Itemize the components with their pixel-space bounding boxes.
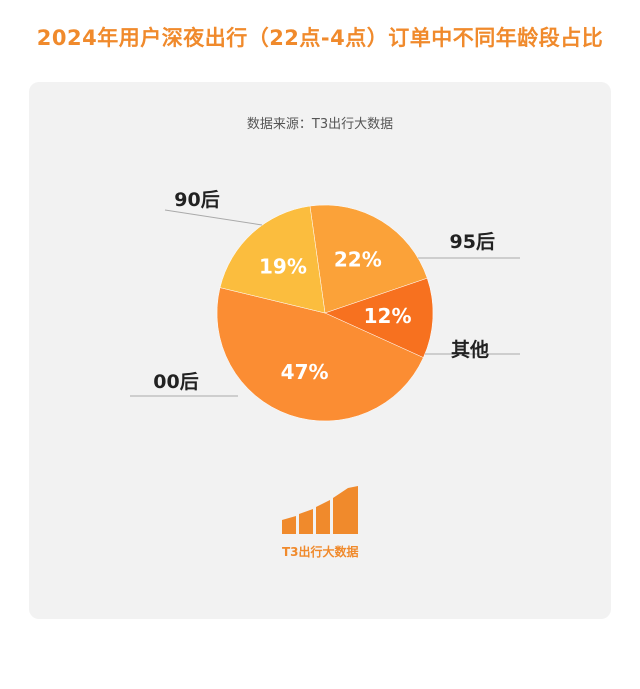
category-label: 90后 bbox=[174, 189, 219, 211]
chart-title: 2024年用户深夜出行（22点-4点）订单中不同年龄段占比 bbox=[36, 26, 604, 50]
slice-value-label: 22% bbox=[334, 248, 382, 272]
slice-value-label: 12% bbox=[364, 304, 412, 328]
slice-value-label: 47% bbox=[281, 360, 329, 384]
pie-slice-00e5908e bbox=[216, 287, 424, 422]
pie-slice-e585b6e4bb96 bbox=[324, 277, 434, 358]
t3-logo: T3出行大数据 bbox=[282, 486, 359, 559]
category-label: 00后 bbox=[153, 371, 198, 393]
leader-line bbox=[164, 209, 263, 226]
category-label: 95后 bbox=[450, 231, 495, 253]
logo-text: T3出行大数据 bbox=[282, 544, 359, 559]
category-label: 其他 bbox=[451, 338, 489, 361]
slice-value-label: 19% bbox=[259, 255, 307, 279]
pie-slice-90e5908e bbox=[219, 205, 326, 314]
logo-bars-icon bbox=[282, 486, 358, 534]
pie-slice-95e5908e bbox=[309, 204, 428, 314]
data-source-note: 数据来源：T3出行大数据 bbox=[246, 117, 394, 132]
